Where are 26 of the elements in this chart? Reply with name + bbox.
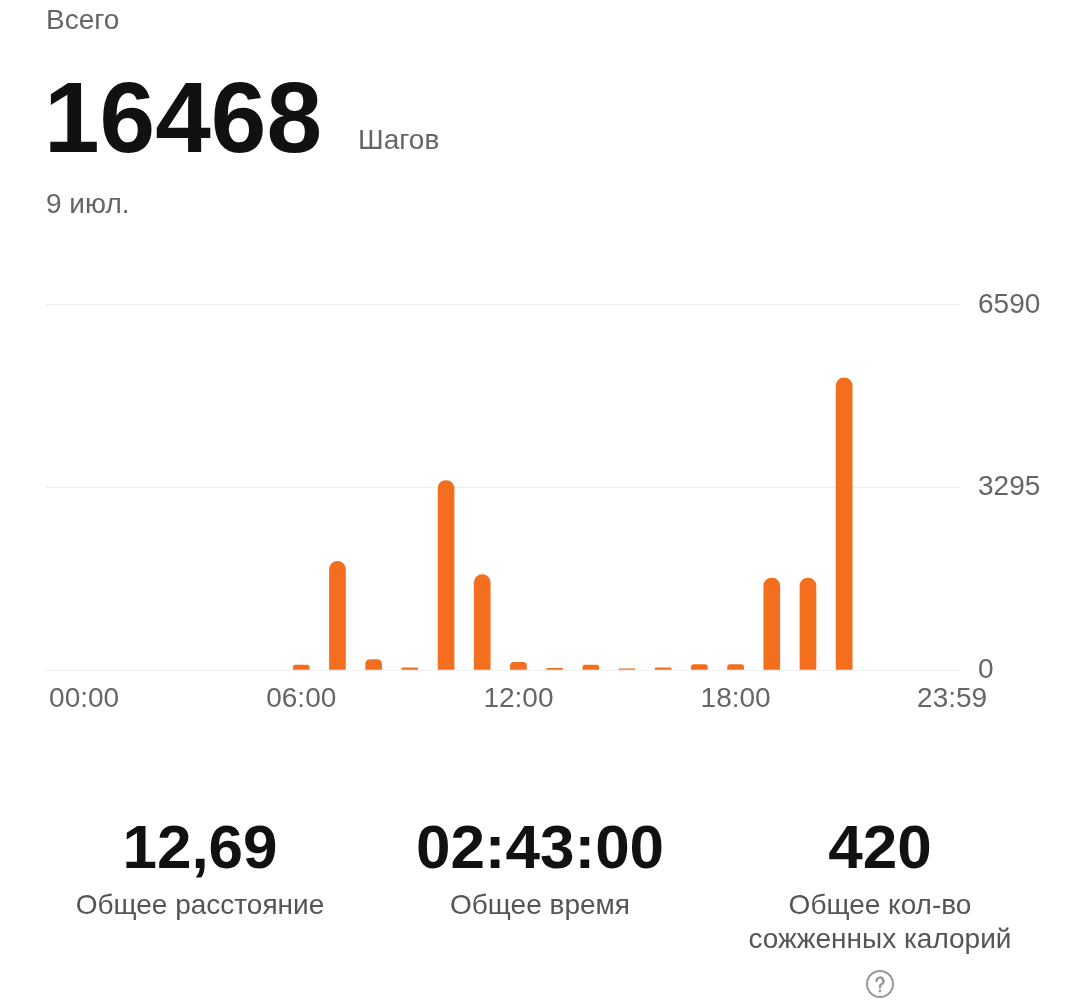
text: 02:43:00 (414, 812, 666, 882)
bar (835, 377, 853, 670)
text: Шагов (358, 124, 440, 156)
x-tick-label: 00:00 (49, 681, 120, 713)
bar (329, 561, 346, 670)
bar (437, 480, 455, 670)
text: 16468 (44, 61, 323, 173)
bar (763, 577, 781, 670)
y-tick-label: 3295 (978, 470, 1041, 502)
x-tick-label: 06:00 (266, 681, 337, 713)
text: 9 июл. (46, 188, 130, 220)
text: 420 (827, 812, 933, 882)
bar (473, 574, 491, 670)
x-tick-label: 12:00 (483, 681, 554, 713)
bar (582, 664, 600, 670)
text: 12,69 (121, 812, 279, 882)
y-tick-label: 6590 (978, 287, 1041, 319)
bar (292, 664, 310, 670)
x-tick-label: 18:00 (700, 681, 771, 713)
y-tick-label: 0 (978, 652, 994, 684)
text: Общее расстояние (74, 888, 326, 922)
x-tick-label: 23:59 (917, 681, 988, 713)
text: Всего (46, 4, 120, 36)
text: Общее кол-во сожженных калорий (747, 888, 1013, 956)
text: Общее время (449, 888, 631, 922)
bar (799, 577, 817, 670)
